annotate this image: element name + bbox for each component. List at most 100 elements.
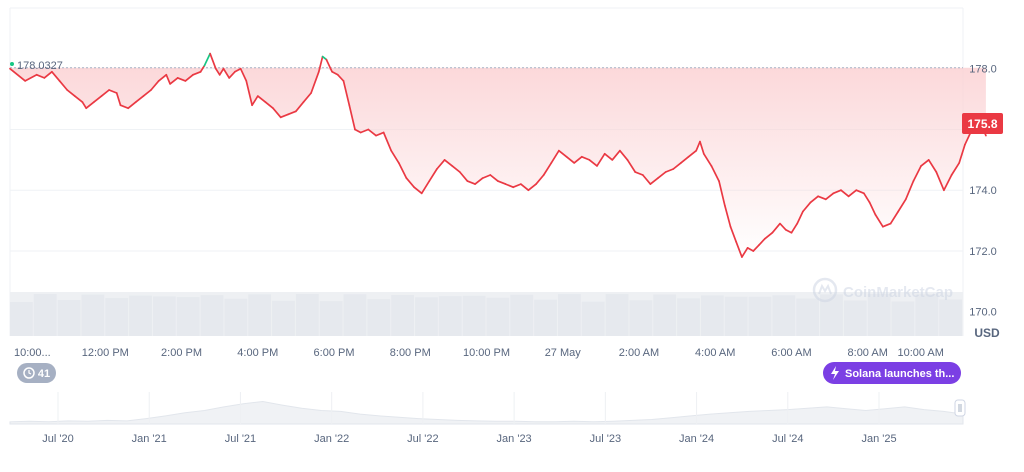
price-line-segment (458, 171, 469, 182)
price-line-segment (935, 171, 945, 192)
price-line-segment (943, 174, 953, 192)
volume-bar (224, 298, 248, 336)
price-line-segment (512, 183, 522, 189)
volume-bar (57, 299, 81, 336)
event-chip[interactable]: Solana launches th... (823, 362, 961, 384)
price-line-segment (497, 180, 507, 185)
volume-bar (677, 298, 700, 336)
navigator-label: Jul '24 (772, 433, 803, 445)
volume-bar (415, 297, 438, 336)
price-line-segment (73, 95, 84, 103)
price-line-segment (35, 73, 46, 79)
y-tick-label: 178.0 (969, 64, 997, 76)
volume-bar (700, 295, 724, 336)
volume-bar (343, 294, 367, 336)
price-line-segment (367, 128, 377, 137)
price-line-segment (573, 155, 583, 164)
volume-bar (653, 294, 677, 336)
events-chip-bg[interactable] (17, 363, 56, 383)
volume-bar (295, 294, 319, 336)
price-line-segment (710, 165, 720, 182)
volume-bar (391, 294, 415, 336)
watermark-text: CoinMarketCap (843, 284, 953, 301)
volume-bar (891, 301, 915, 336)
price-line-segment (687, 149, 698, 158)
price-line-segment (718, 180, 726, 207)
price-line-segment (165, 73, 171, 85)
price-line-segment (796, 210, 804, 225)
volume-bar (939, 299, 962, 336)
volume-bar (438, 296, 462, 336)
price-line-segment (176, 77, 187, 82)
price-line-segment (157, 73, 168, 82)
history-icon-hands (28, 370, 32, 375)
price-line-segment (912, 165, 922, 182)
price-line-segment (203, 52, 211, 67)
volume-bar (105, 298, 129, 336)
x-tick-label: 8:00 PM (390, 347, 431, 359)
price-line-segment (331, 70, 339, 76)
reference-price-text: 178.0327 (17, 60, 63, 72)
price-line-segment (735, 241, 743, 258)
price-line-segment (596, 152, 606, 167)
price-line-segment (310, 70, 320, 94)
price-line-segment (256, 95, 267, 103)
range-navigator[interactable]: Jul '20 Jan '21 Jul '21 Jan '22 Jul '22 Jan '… (9, 390, 964, 445)
price-line-segment (359, 128, 370, 134)
price-line-segment (24, 73, 38, 82)
price-line-segment (169, 77, 179, 85)
price-line-segment (66, 89, 76, 97)
price-line-segment (723, 204, 732, 228)
price-line-segment (904, 180, 915, 201)
price-line-segment (519, 183, 530, 192)
volume-bar (867, 294, 891, 336)
navigator-label: Jan '21 (132, 433, 167, 445)
volume-bar (820, 294, 843, 336)
price-line-segment (784, 228, 793, 234)
price-line-segment (824, 192, 835, 201)
price-line-segment (868, 201, 877, 216)
price-line-segment (58, 80, 69, 91)
price-line-segment (672, 162, 682, 170)
price-line-segment (108, 89, 118, 94)
price-line (9, 52, 987, 258)
price-line-segment (680, 155, 690, 164)
lightning-icon (831, 366, 839, 380)
volume-bar (319, 301, 343, 336)
price-line-segment (702, 152, 713, 167)
navigator-label: Jan '22 (314, 433, 349, 445)
price-line-segment (634, 171, 644, 176)
price-line-segment (150, 80, 160, 91)
price-line-segment (809, 195, 819, 204)
volume-bar (534, 299, 557, 336)
price-line-segment (81, 101, 88, 110)
volume-bar (152, 296, 176, 336)
price-line-segment (375, 131, 385, 137)
price-line-segment (641, 174, 652, 185)
price-line-segment (287, 110, 297, 116)
navigator-label: Jul '21 (225, 433, 256, 445)
volume-bar (605, 294, 629, 336)
price-line-segment (9, 67, 27, 82)
reference-start-marker (10, 62, 14, 66)
price-line-segment (354, 128, 362, 134)
x-tick-label: 8:00 AM (848, 347, 888, 359)
events-chip[interactable]: 41 (17, 363, 56, 383)
price-line-segment (611, 149, 621, 161)
price-line-segment (405, 177, 415, 189)
price-line-segment (228, 70, 236, 79)
event-chip-bg[interactable] (823, 362, 961, 384)
price-line-segment (741, 247, 749, 258)
navigator-handle-bg[interactable] (954, 399, 966, 417)
price-line-segment (451, 165, 461, 173)
price-line-segment (882, 222, 892, 228)
navigator-handle[interactable] (954, 399, 966, 417)
price-line-segment (115, 92, 122, 107)
x-tick-label: 10:00... (14, 347, 51, 359)
price-line-segment (847, 189, 858, 198)
volume-bar (510, 294, 534, 336)
navigator-label: Jan '23 (497, 433, 532, 445)
volume-bar (176, 297, 200, 336)
price-line-segment (855, 189, 865, 195)
price-line-segment (209, 52, 217, 70)
